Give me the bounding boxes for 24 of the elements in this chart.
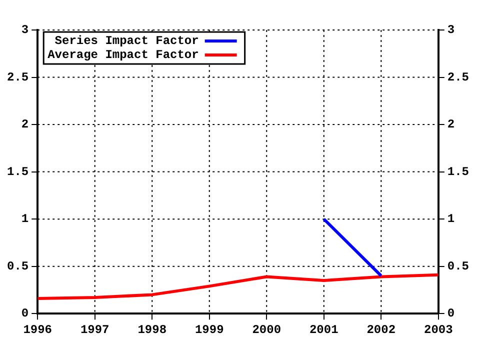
- y-tick-label: 0: [21, 306, 29, 321]
- legend-label: Series Impact Factor: [54, 34, 199, 48]
- x-tick-label: 2002: [366, 322, 396, 337]
- x-tick-label: 1999: [194, 322, 224, 337]
- y2-tick-label: 2: [447, 118, 455, 132]
- y2-tick-label: 1.5: [447, 164, 470, 179]
- x-tick-label: 2003: [424, 322, 453, 337]
- y-tick-label: 3: [21, 23, 29, 38]
- y2-tick-label: 2.5: [447, 70, 470, 84]
- x-tick-label: 2000: [252, 322, 282, 337]
- y2-tick-label: 3: [447, 23, 455, 38]
- y2-tick-label: 1: [447, 212, 455, 226]
- y-tick-label: 1: [21, 212, 29, 226]
- legend-label: Average Impact Factor: [48, 48, 199, 62]
- y2-tick-label: 0: [447, 306, 455, 321]
- y-tick-label: 2: [21, 118, 29, 132]
- x-tick-label: 1997: [80, 322, 110, 337]
- x-tick-label: 1998: [138, 322, 167, 337]
- x-tick-label: 1996: [23, 322, 52, 337]
- y-tick-label: 2.5: [6, 70, 29, 84]
- x-tick-label: 2001: [309, 322, 338, 337]
- y-tick-label: 1.5: [6, 164, 29, 179]
- y-tick-label: 0.5: [6, 259, 29, 274]
- y2-tick-label: 0.5: [447, 259, 470, 274]
